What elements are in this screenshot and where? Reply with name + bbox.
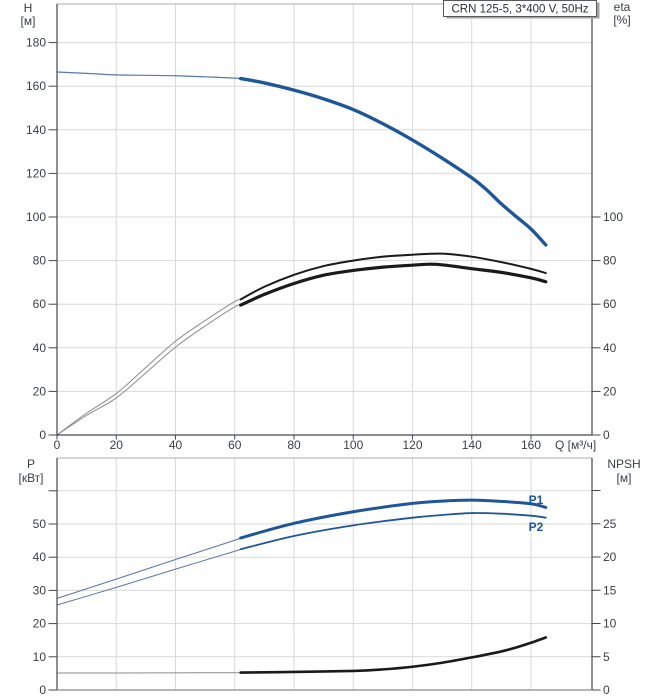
curve-h-thin [56,71,242,80]
right-tick-label: 25 [603,517,617,531]
x-tick-label: 40 [169,438,183,452]
x-tick-label: 80 [287,438,301,452]
left-tick-label: 140 [26,123,46,137]
right-tick-label: 5 [603,650,610,664]
right-tick-label: 60 [603,297,617,311]
curve-p1-thin [56,537,242,599]
right-tick-label: 15 [603,583,617,597]
right-axis-unit-npsh: [м] [617,471,632,485]
right-axis-label-npsh: NPSH [607,457,640,471]
left-tick-label: 60 [33,297,47,311]
left-tick-label: 20 [33,617,47,631]
title-text: CRN 125-5, 3*400 V, 50Hz [451,4,588,16]
curve-p2 [239,512,547,551]
right-tick-label: 0 [603,428,610,442]
left-tick-label: 40 [33,341,47,355]
left-tick-label: 160 [26,79,46,93]
curve-eta2-thin [56,304,242,436]
left-tick-label: 0 [39,428,46,442]
left-tick-label: 40 [33,550,47,564]
right-tick-label: 0 [603,683,610,697]
curve-eta1 [239,252,547,301]
left-tick-label: 50 [33,517,47,531]
x-tick-label: 120 [402,438,422,452]
left-tick-label: 10 [33,650,47,664]
curve-label-p1: P1 [529,493,544,507]
left-tick-label: 180 [26,36,46,50]
curve-h [238,76,548,247]
left-tick-label: 80 [33,254,47,268]
title-box: CRN 125-5, 3*400 V, 50Hz [443,0,600,19]
right-tick-label: 40 [603,341,617,355]
left-axis-unit-p: [кВт] [18,471,43,485]
x-tick-label: 140 [462,438,482,452]
right-tick-label: 20 [603,550,617,564]
x-axis-label-q: Q [м³/ч] [555,438,596,452]
x-tick-label: 20 [110,438,124,452]
right-tick-label: 20 [603,384,617,398]
left-tick-label: 0 [39,683,46,697]
right-tick-label: 10 [603,617,617,631]
left-axis-label-h: H [24,1,33,15]
title-box-frame [443,0,597,17]
left-tick-label: 120 [26,166,46,180]
right-tick-label: 100 [603,210,623,224]
x-tick-label: 0 [54,438,61,452]
left-tick-label: 100 [26,210,46,224]
x-tick-label: 60 [228,438,242,452]
curve-p1 [239,498,548,540]
curve-npsh [239,636,548,674]
curve-eta1-thin [56,298,242,436]
curve-eta2 [239,262,548,307]
left-axis-label-p: P [27,457,35,471]
x-tick-label: 160 [521,438,541,452]
left-tick-label: 20 [33,384,47,398]
right-axis-unit-eta: [%] [613,13,630,27]
x-tick-label: 100 [343,438,363,452]
curve-label-p2: P2 [529,520,544,534]
right-axis-label-eta: eta [614,0,631,14]
right-tick-label: 80 [603,254,617,268]
left-tick-label: 30 [33,583,47,597]
left-axis-unit-h: [м] [21,14,36,28]
